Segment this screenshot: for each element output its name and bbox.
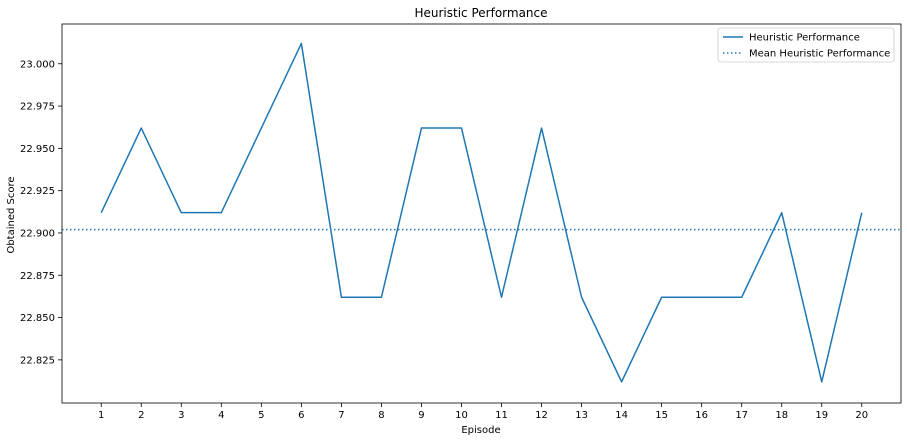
x-tick-label: 20 bbox=[855, 410, 868, 421]
x-tick-label: 8 bbox=[378, 410, 384, 421]
x-tick-label: 3 bbox=[178, 410, 184, 421]
x-tick-label: 9 bbox=[418, 410, 424, 421]
x-tick-label: 12 bbox=[535, 410, 548, 421]
y-tick-label: 22.825 bbox=[20, 355, 55, 366]
y-tick-label: 23.000 bbox=[20, 59, 55, 70]
x-tick-label: 7 bbox=[338, 410, 344, 421]
series-line-heuristic-performance bbox=[101, 43, 862, 381]
x-tick-label: 19 bbox=[815, 410, 828, 421]
x-tick-label: 1 bbox=[98, 410, 104, 421]
chart-title: Heuristic Performance bbox=[414, 6, 547, 20]
x-tick-label: 10 bbox=[455, 410, 468, 421]
x-tick-label: 2 bbox=[138, 410, 144, 421]
series-layer bbox=[62, 43, 901, 381]
x-tick-label: 17 bbox=[735, 410, 748, 421]
legend: Heuristic Performance Mean Heuristic Perf… bbox=[718, 28, 894, 62]
x-tick-label: 5 bbox=[258, 410, 264, 421]
x-tick-label: 14 bbox=[615, 410, 628, 421]
x-tick-label: 18 bbox=[775, 410, 788, 421]
y-axis-label: Obtained Score bbox=[6, 176, 17, 253]
y-tick-label: 22.875 bbox=[20, 271, 55, 282]
legend-entry-label: Heuristic Performance bbox=[749, 33, 860, 44]
x-tick-label: 4 bbox=[218, 410, 224, 421]
y-axis: 22.825 22.850 22.875 22.900 22.925 22.950 22.9… bbox=[20, 59, 62, 366]
y-tick-label: 22.925 bbox=[20, 186, 55, 197]
x-tick-label: 15 bbox=[655, 410, 668, 421]
x-tick-label: 16 bbox=[695, 410, 708, 421]
x-tick-label: 6 bbox=[298, 410, 304, 421]
y-tick-label: 22.900 bbox=[20, 228, 55, 239]
y-tick-label: 22.950 bbox=[20, 144, 55, 155]
legend-entry-label: Mean Heuristic Performance bbox=[749, 49, 890, 60]
x-axis-label: Episode bbox=[461, 425, 500, 436]
x-tick-label: 11 bbox=[495, 410, 508, 421]
x-tick-label: 13 bbox=[575, 410, 588, 421]
y-tick-label: 22.975 bbox=[20, 102, 55, 113]
y-tick-label: 22.850 bbox=[20, 313, 55, 324]
